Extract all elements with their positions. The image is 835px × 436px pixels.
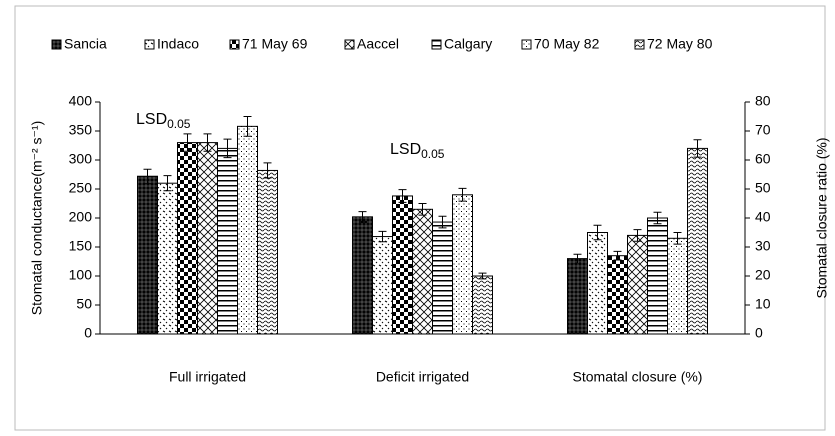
legend-label: 71 May 69 [242, 36, 308, 52]
y2-tick-label: 80 [755, 93, 771, 109]
y-tick-label: 100 [69, 267, 93, 283]
error-bar [263, 162, 272, 179]
error-bar [613, 250, 622, 261]
y-tick-label: 200 [69, 209, 93, 225]
y2-tick-label: 60 [755, 151, 771, 167]
y2-tick-label: 70 [755, 122, 771, 138]
annotation-subscript: 0.05 [421, 147, 445, 161]
y2-tick-label: 50 [755, 180, 771, 196]
bar [567, 258, 588, 335]
y-tick-label: 50 [76, 296, 92, 312]
y-tick-label: 400 [69, 93, 93, 109]
error-bar [143, 168, 152, 184]
legend-swatch [634, 39, 645, 50]
error-bar [653, 211, 662, 225]
error-bar [673, 232, 682, 245]
bar [687, 147, 708, 335]
x-tick-label: Deficit irrigated [376, 369, 469, 385]
error-bar [378, 230, 387, 243]
y2-tick-label: 20 [755, 267, 771, 283]
error-bar [458, 187, 467, 202]
bar [372, 236, 393, 335]
y-tick-label: 0 [84, 325, 92, 341]
bar [452, 194, 473, 335]
error-bar [203, 133, 212, 152]
legend-label: Aaccel [357, 36, 399, 52]
bar [627, 234, 648, 335]
bar [647, 217, 668, 335]
y2-tick-label: 10 [755, 296, 771, 312]
bar [237, 125, 258, 335]
bar [137, 175, 158, 335]
y2-tick-label: 0 [755, 325, 763, 341]
annotation: LSD0.05 [390, 141, 445, 161]
error-bar [478, 272, 487, 280]
error-bar [358, 211, 367, 223]
x-tick-label: Full irrigated [169, 369, 246, 385]
bar [157, 182, 178, 335]
y2-tick-label: 30 [755, 238, 771, 254]
legend-label: Indaco [157, 36, 199, 52]
legend-swatch [144, 39, 155, 50]
error-bar [243, 116, 252, 137]
y-tick-label: 350 [69, 122, 93, 138]
error-bar [223, 138, 232, 159]
legend-label: Sancia [64, 36, 107, 52]
bar [392, 195, 413, 335]
y2-tick-label: 40 [755, 209, 771, 225]
error-bar [418, 203, 427, 216]
annotation-text: LSD [136, 111, 167, 128]
chart-frame [14, 5, 826, 431]
bar [472, 275, 493, 335]
legend-label: Calgary [444, 36, 492, 52]
legend-swatch [521, 39, 532, 50]
error-bar [573, 253, 582, 264]
error-bar [163, 175, 172, 192]
annotation: LSD0.05 [136, 111, 191, 131]
bar [217, 147, 238, 335]
bar [667, 237, 688, 335]
legend-label: 70 May 82 [534, 36, 600, 52]
legend-swatch [51, 39, 62, 50]
error-bar [398, 189, 407, 203]
annotation-subscript: 0.05 [167, 117, 191, 131]
y-tick-label: 250 [69, 180, 93, 196]
bar [177, 142, 198, 335]
legend-label: 72 May 80 [647, 36, 713, 52]
legend-swatch [229, 39, 240, 50]
bar [412, 208, 433, 335]
y-tick-label: 300 [69, 151, 93, 167]
y2-axis-label: Stomatal closure ratio (%) [814, 137, 830, 298]
annotation-text: LSD [390, 141, 421, 158]
error-bar [633, 229, 642, 242]
y-axis-label: Stomatal conductance(m⁻² s⁻¹) [29, 121, 45, 316]
bar [432, 221, 453, 335]
bar [197, 142, 218, 335]
bar [607, 255, 628, 335]
bar [257, 169, 278, 335]
error-bar [438, 215, 447, 229]
y-tick-label: 150 [69, 238, 93, 254]
error-bar [693, 139, 702, 158]
x-tick-label: Stomatal closure (%) [573, 369, 703, 385]
bar [352, 216, 373, 335]
error-bar [593, 224, 602, 241]
legend-swatch [431, 39, 442, 50]
error-bar [183, 133, 192, 152]
bar [587, 232, 608, 335]
legend-swatch [344, 39, 355, 50]
